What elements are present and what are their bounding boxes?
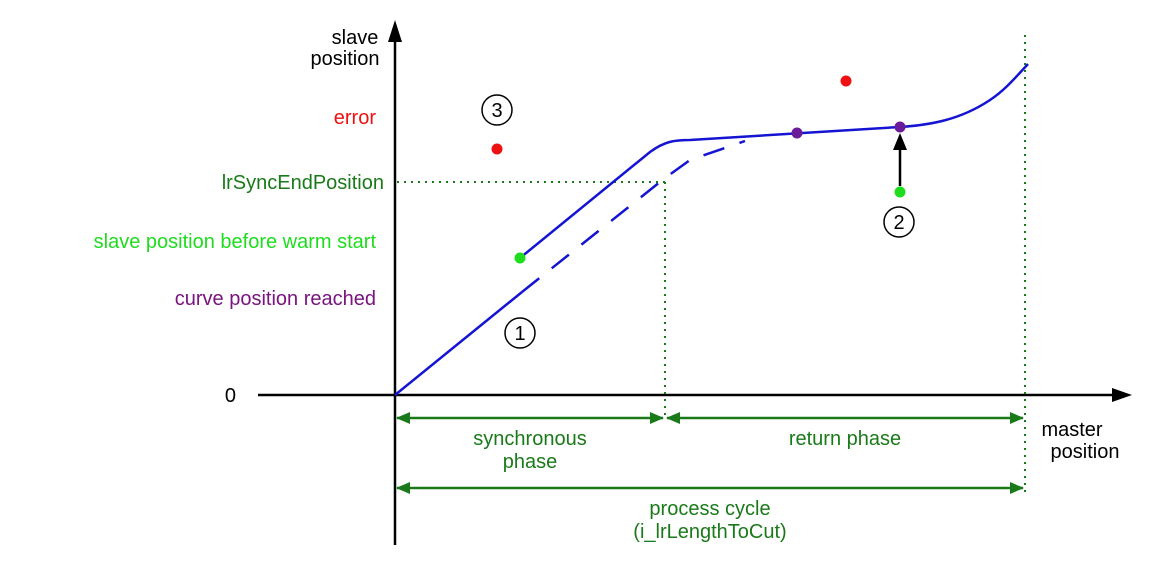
curve-reached-point-2 <box>894 121 906 133</box>
marker-2-number: 2 <box>893 212 904 234</box>
marker-1-circle <box>504 317 536 349</box>
origin-label: 0 <box>225 385 236 407</box>
process-cycle-label-line1: process cycle <box>649 498 770 520</box>
x-axis-arrowhead <box>1112 388 1132 402</box>
y-axis-arrowhead <box>388 20 402 42</box>
marker-2-circle <box>883 206 915 238</box>
x-axis-label-line1: master <box>1041 419 1102 441</box>
warm-start-point <box>514 252 526 264</box>
marker-3-number: 3 <box>491 100 502 122</box>
y-axis-label-line1: slave <box>332 27 379 49</box>
error-label: error <box>334 107 377 129</box>
sync-end-label: lrSyncEndPosition <box>222 172 384 194</box>
cam-curve-dashed <box>521 139 746 293</box>
cam-curve-line <box>394 291 523 396</box>
y-axis-label-line2: position <box>311 48 380 70</box>
process-cycle-label-line2: (i_lrLengthToCut) <box>633 521 786 543</box>
error-point-1 <box>491 143 503 155</box>
marker-3-circle <box>481 94 513 126</box>
x-axis-label-line2: position <box>1051 441 1120 463</box>
marker-1: 1 <box>504 317 536 349</box>
synchronous-phase-label-line1: synchronous <box>473 428 586 450</box>
marker-3: 3 <box>481 94 513 126</box>
warm-start-point-2 <box>894 186 906 198</box>
curve-reached-label: curve position reached <box>175 288 376 310</box>
before-warm-start-label: slave position before warm start <box>94 231 377 253</box>
marker-1-number: 1 <box>514 323 525 345</box>
synchronous-phase-label-line2: phase <box>503 451 558 473</box>
correction-arrowhead <box>893 133 907 150</box>
return-phase-label: return phase <box>789 428 901 450</box>
marker-2: 2 <box>883 206 915 238</box>
warm-start-curve <box>519 63 1029 259</box>
error-point-2 <box>840 75 852 87</box>
curve-reached-point-1 <box>791 127 803 139</box>
